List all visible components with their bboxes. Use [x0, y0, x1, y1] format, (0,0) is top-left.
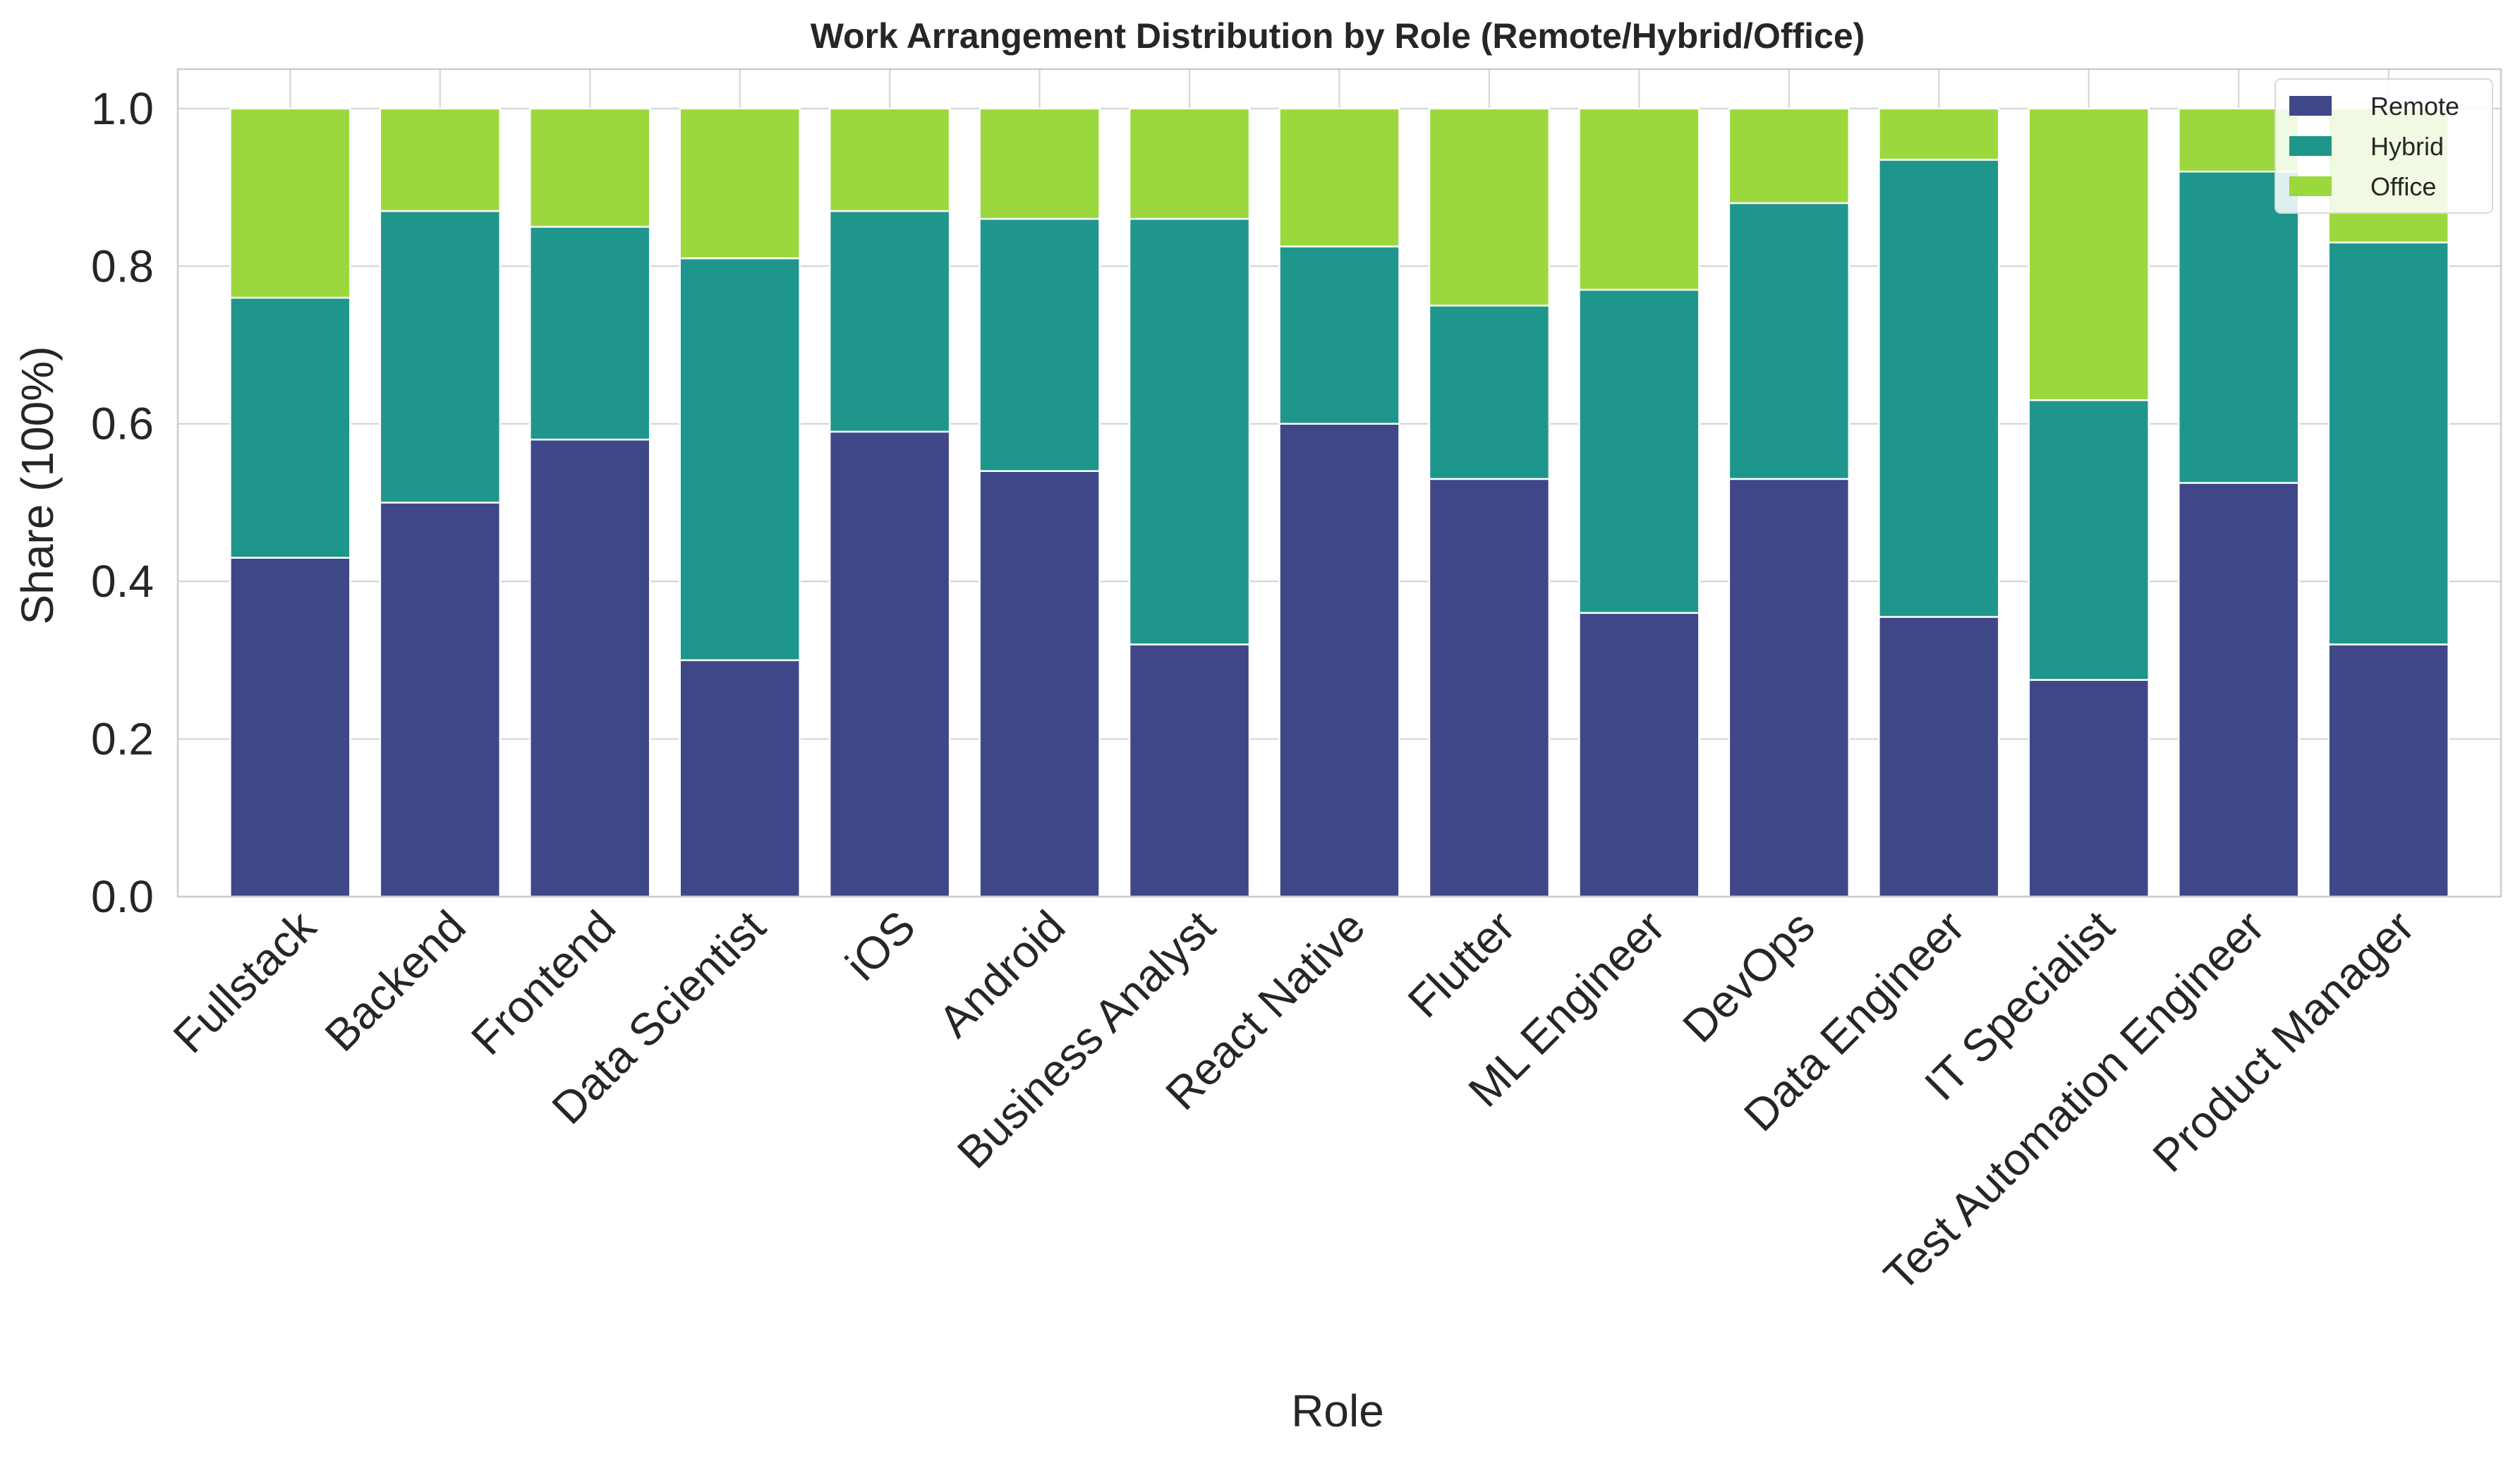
bar-remote-test-automation-engineer: [2177, 482, 2300, 898]
bars: [229, 107, 2449, 898]
bar-office-business-analyst: [1128, 107, 1251, 220]
y-tick-labels: 0.0 0.2 0.4 0.6 0.8 1.0: [91, 83, 154, 922]
bar-remote-it-specialist: [2028, 679, 2150, 898]
bar-remote-ios: [828, 430, 951, 898]
bar-office-devops: [1728, 107, 1850, 205]
bar-remote-business-analyst: [1128, 643, 1251, 898]
bar-remote-backend: [379, 502, 502, 898]
plot-frame: [176, 68, 2502, 898]
bar-office-data-engineer: [1878, 107, 2000, 161]
bar-hybrid-ml-engineer: [1578, 289, 1700, 614]
bar-office-backend: [379, 107, 502, 212]
bar-office-react-native: [1278, 107, 1400, 248]
bar-office-ios: [828, 107, 951, 212]
bar-office-data-scientist: [679, 107, 801, 260]
y-tick-label: 0.8: [91, 241, 154, 291]
bar-hybrid-ios: [828, 210, 951, 433]
bar-office-flutter: [1428, 107, 1551, 307]
bar-hybrid-it-specialist: [2028, 399, 2150, 681]
bar-office-it-specialist: [2028, 107, 2150, 401]
bar-office-ml-engineer: [1578, 107, 1700, 291]
bar-hybrid-flutter: [1428, 304, 1551, 480]
bar-hybrid-business-analyst: [1128, 218, 1251, 645]
y-tick-label: 0.4: [91, 556, 154, 607]
bar-office-fullstack: [229, 107, 351, 299]
legend-swatch-office: [2289, 176, 2332, 196]
bar-hybrid-test-automation-engineer: [2177, 170, 2300, 484]
bar-hybrid-devops: [1728, 202, 1850, 480]
legend: Remote Hybrid Office: [2274, 78, 2493, 214]
legend-label-remote: Remote: [2370, 92, 2459, 121]
bar-remote-data-scientist: [679, 659, 801, 898]
bar-remote-data-engineer: [1878, 616, 2000, 898]
bar-hybrid-backend: [379, 210, 502, 504]
bar-hybrid-product-manager: [2327, 241, 2449, 645]
bar-remote-fullstack: [229, 557, 351, 898]
y-tick-label: 1.0: [91, 83, 154, 134]
bar-hybrid-react-native: [1278, 245, 1400, 425]
bar-remote-devops: [1728, 478, 1850, 898]
bar-remote-product-manager: [2327, 643, 2449, 898]
legend-swatch-remote: [2289, 96, 2332, 116]
x-axis-label: Role: [1291, 1386, 1384, 1436]
bar-office-android: [979, 107, 1101, 220]
y-tick-label: 0.0: [91, 871, 154, 922]
bar-remote-ml-engineer: [1578, 612, 1700, 898]
bar-remote-android: [979, 470, 1101, 898]
legend-label-office: Office: [2370, 172, 2436, 201]
bar-hybrid-data-engineer: [1878, 159, 2000, 618]
bar-hybrid-android: [979, 218, 1101, 472]
bar-hybrid-data-scientist: [679, 257, 801, 662]
y-tick-label: 0.6: [91, 399, 154, 449]
y-tick-label: 0.2: [91, 714, 154, 765]
bar-remote-frontend: [529, 438, 651, 898]
chart-title: Work Arrangement Distribution by Role (R…: [811, 16, 1865, 56]
bar-hybrid-frontend: [529, 226, 651, 441]
bar-hybrid-fullstack: [229, 296, 351, 559]
legend-label-hybrid: Hybrid: [2370, 132, 2444, 161]
bar-remote-react-native: [1278, 423, 1400, 898]
legend-swatch-hybrid: [2289, 136, 2332, 156]
bar-office-frontend: [529, 107, 651, 228]
bar-remote-flutter: [1428, 478, 1551, 898]
y-axis-label: Share (100%): [12, 346, 63, 625]
